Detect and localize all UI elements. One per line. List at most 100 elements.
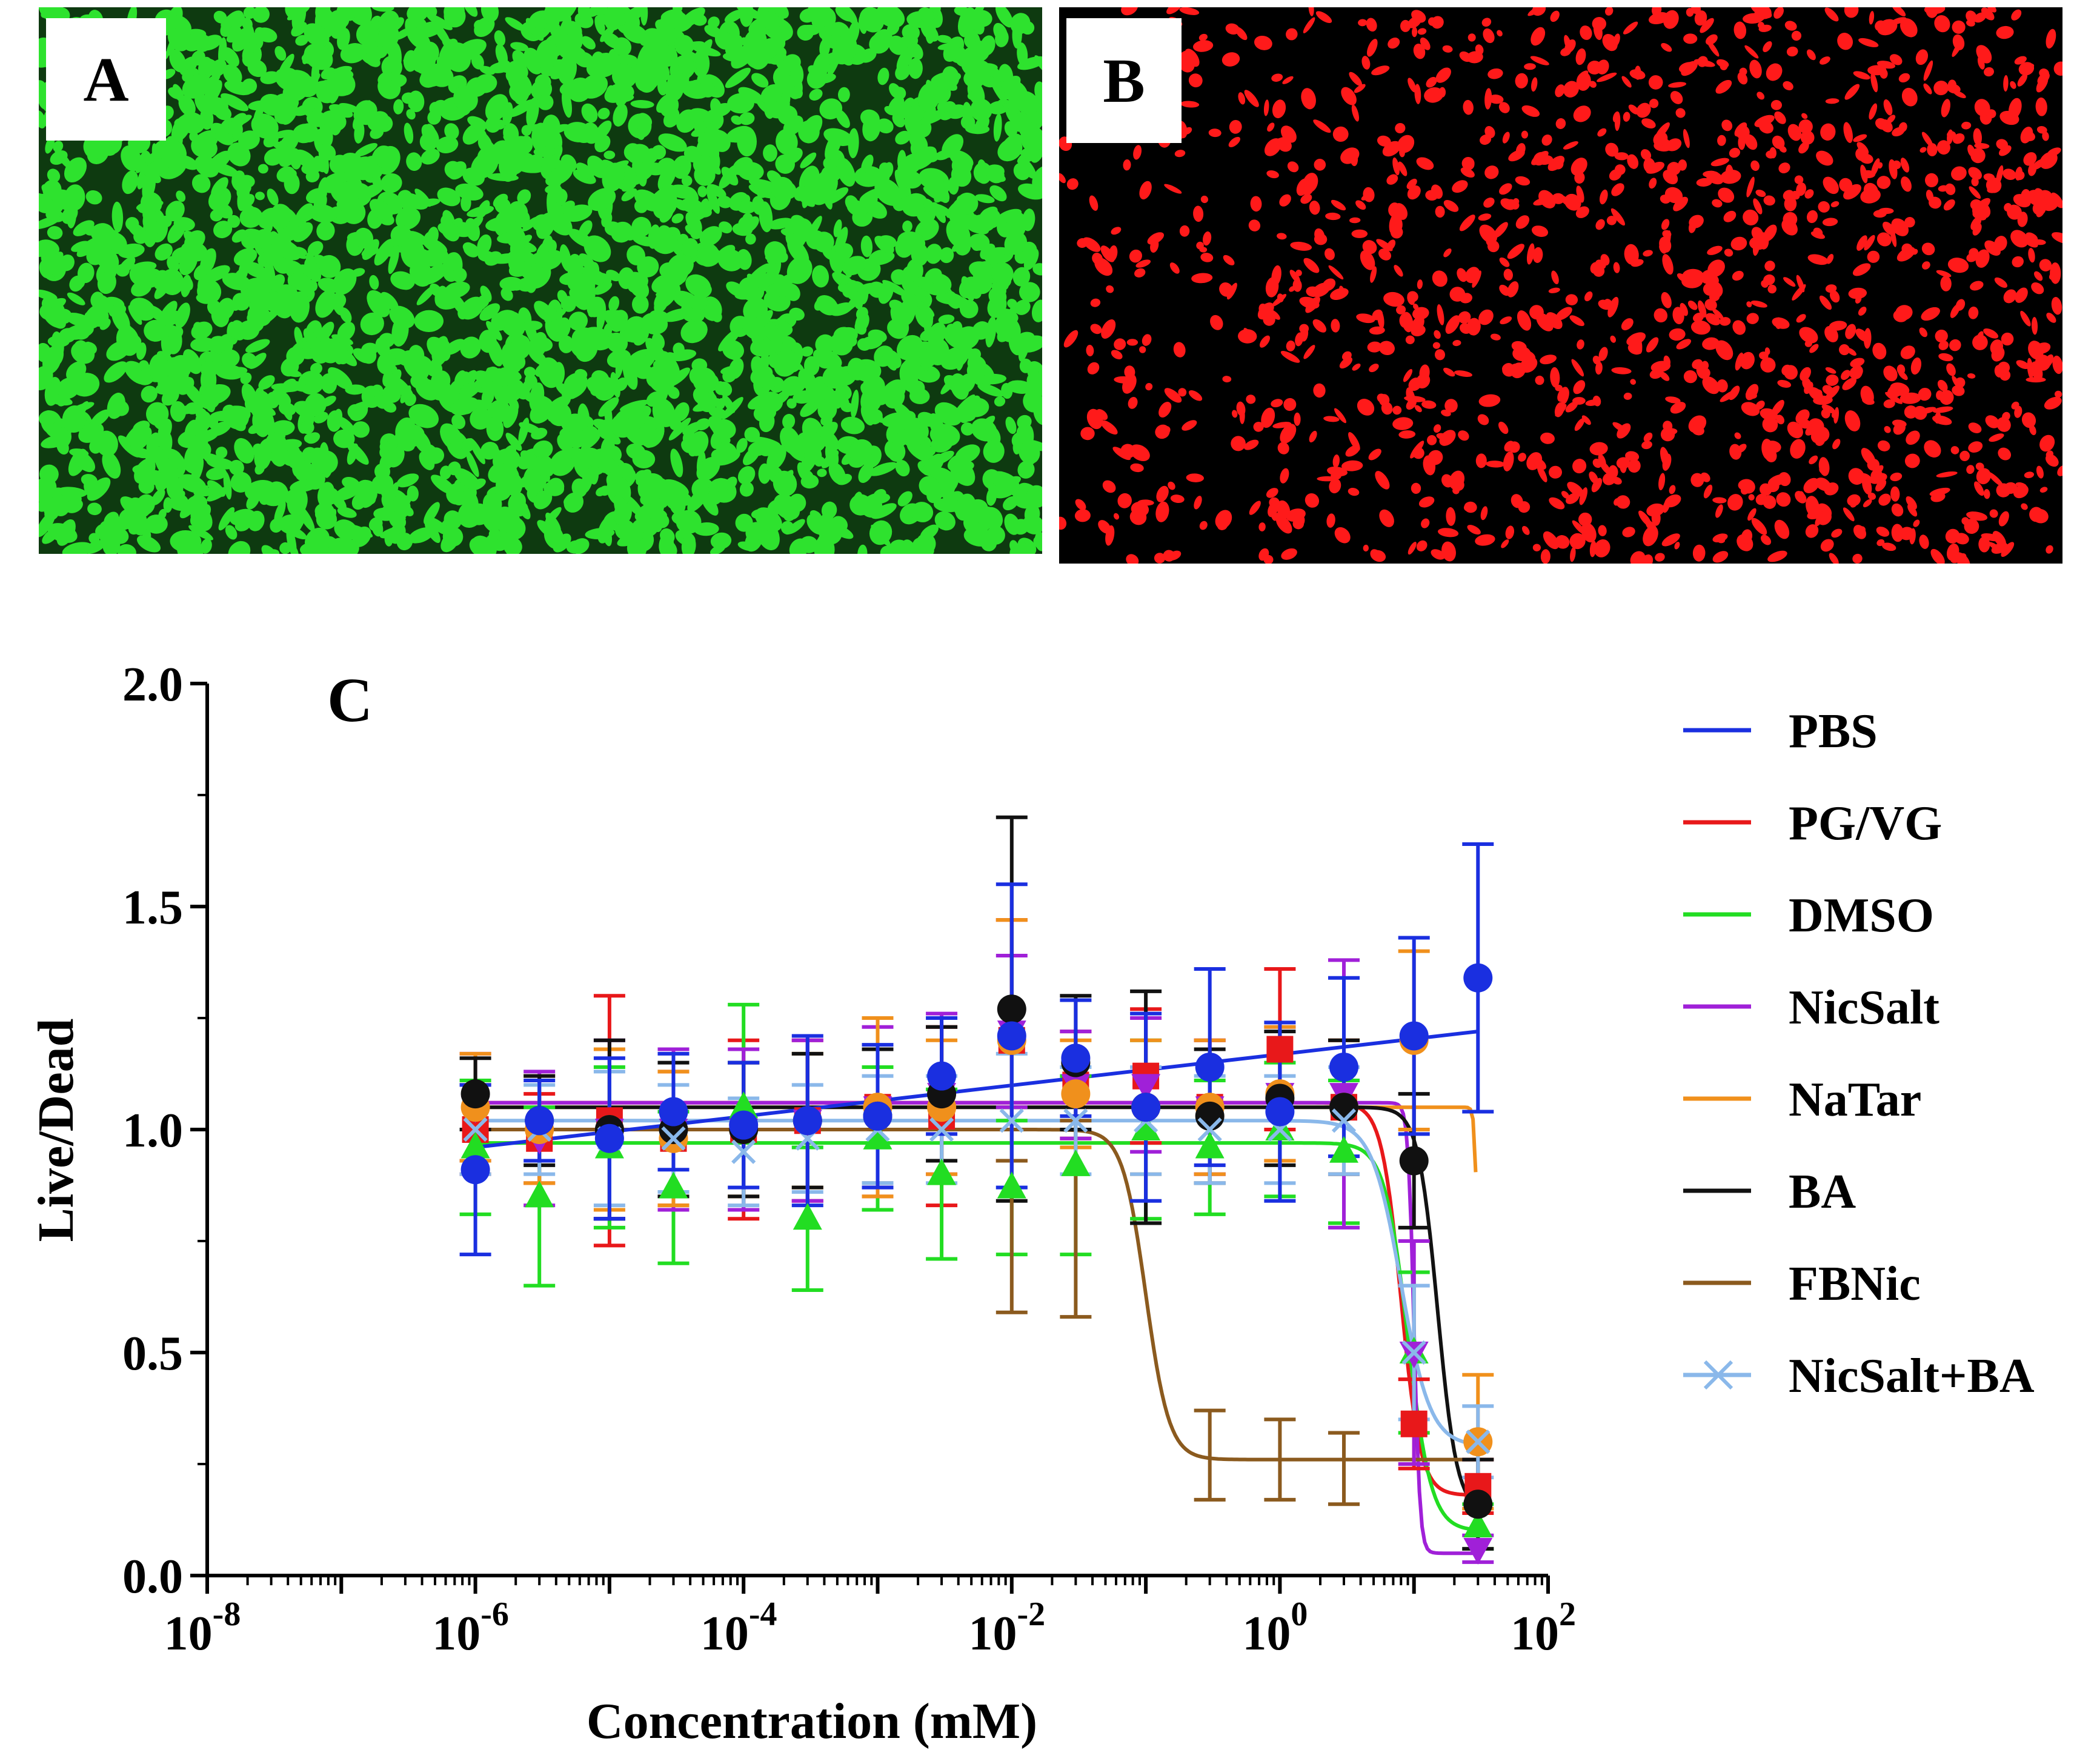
live-cell: [907, 110, 919, 124]
live-cell: [352, 421, 370, 438]
chart-axes: 0.0 0.5 1.0 1.5 2.0 10-8 10-6 10-4 10-2 100 102: [122, 658, 1576, 1660]
live-cell: [912, 537, 934, 554]
live-cell: [230, 320, 246, 341]
y-axis-title: Live/Dead: [28, 1019, 84, 1242]
live-cell: [508, 397, 519, 411]
live-cell: [333, 345, 345, 365]
live-cell: [920, 524, 939, 541]
live-cell: [934, 511, 956, 531]
data-point-pbs: [1265, 1097, 1295, 1127]
legend-item-dmso: DMSO: [1683, 889, 1934, 942]
live-cell: [633, 235, 656, 247]
live-cell: [571, 538, 590, 554]
live-cell: [470, 407, 492, 430]
live-cell: [354, 143, 378, 157]
live-cell: [494, 210, 516, 237]
panel-a-live-image: [39, 7, 1042, 554]
live-cell: [922, 220, 937, 232]
live-cell: [805, 381, 836, 405]
live-cell: [371, 474, 394, 494]
live-cell: [357, 183, 384, 200]
data-point-pbs: [863, 1101, 892, 1131]
live-cell: [281, 368, 302, 378]
live-cell: [937, 42, 965, 50]
live-cell: [580, 74, 608, 99]
live-cell: [688, 108, 713, 125]
live-cell: [522, 216, 540, 231]
x-tick-label: 10-8: [164, 1596, 241, 1660]
data-point-dmso: [1329, 1136, 1358, 1163]
fit-curve-nicsalt-ba: [475, 1119, 1476, 1446]
live-cell: [914, 365, 940, 383]
data-point-pbs: [1061, 1043, 1091, 1073]
live-cell: [1005, 416, 1017, 434]
live-cell: [396, 473, 419, 488]
live-cell: [725, 67, 751, 88]
data-point-pbs: [594, 1123, 624, 1153]
live-cell: [725, 476, 737, 490]
live-cell: [989, 185, 1007, 202]
live-cell: [425, 124, 436, 141]
live-cell: [261, 545, 278, 554]
fit-curve-nicsalt: [475, 1100, 1476, 1556]
live-cell: [782, 413, 796, 429]
live-cell: [800, 398, 821, 418]
legend-item-fbnic: FBNic: [1683, 1257, 1921, 1311]
live-cell: [630, 100, 654, 108]
live-cell: [776, 470, 794, 492]
data-point-ba: [1329, 1093, 1358, 1122]
live-cell: [223, 64, 242, 85]
data-point-dmso: [997, 1171, 1026, 1199]
live-cell: [158, 418, 172, 441]
legend-label: NaTar: [1789, 1073, 1921, 1127]
live-cell: [270, 420, 295, 436]
live-cell: [902, 220, 912, 233]
fit-curve-natar: [475, 1105, 1478, 1173]
live-cell: [213, 221, 233, 239]
error-bar-fbnic: [1328, 1431, 1360, 1506]
live-cell: [587, 296, 605, 318]
data-point-pbs: [1329, 1052, 1358, 1082]
live-cell: [471, 53, 484, 70]
live-cell: [615, 407, 646, 433]
live-cell: [786, 519, 805, 534]
live-cell: [1026, 364, 1041, 387]
live-cell: [869, 33, 891, 54]
live-cell: [443, 281, 470, 299]
live-cell: [772, 7, 789, 19]
live-cell: [939, 247, 954, 264]
live-cell: [64, 324, 94, 340]
panel-c-label: C: [327, 665, 373, 735]
legend-label: DMSO: [1789, 889, 1934, 942]
live-cell: [463, 7, 478, 17]
live-cell: [1017, 461, 1035, 479]
x-tick-label: 10-4: [700, 1596, 777, 1660]
live-cell: [783, 510, 796, 522]
live-cell: [317, 177, 329, 198]
live-cell: [480, 285, 492, 302]
fit-curve-dmso: [475, 1141, 1476, 1532]
live-cell: [371, 7, 394, 12]
legend-item-nicsalt: NicSalt: [1683, 981, 1939, 1034]
live-cell: [111, 201, 124, 233]
data-point-ba: [997, 994, 1026, 1024]
live-cell: [436, 136, 459, 153]
live-cell: [84, 481, 98, 500]
live-cell: [71, 241, 90, 252]
live-cell: [258, 164, 268, 174]
x-tick-label: 100: [1242, 1596, 1308, 1660]
y-tick-label: 0.5: [122, 1327, 183, 1380]
data-point-ba: [1195, 1101, 1225, 1131]
live-cell: [946, 104, 967, 119]
fit-curve-pg-vg: [475, 1100, 1476, 1497]
live-cell: [791, 377, 806, 393]
live-cell: [73, 220, 95, 236]
live-cell: [253, 445, 265, 461]
live-cell: [211, 177, 228, 198]
live-cell: [868, 462, 897, 476]
live-cell: [911, 502, 934, 522]
live-cell: [316, 221, 335, 241]
live-cell: [85, 190, 102, 205]
live-cell: [255, 191, 265, 201]
live-cell: [1032, 263, 1042, 276]
